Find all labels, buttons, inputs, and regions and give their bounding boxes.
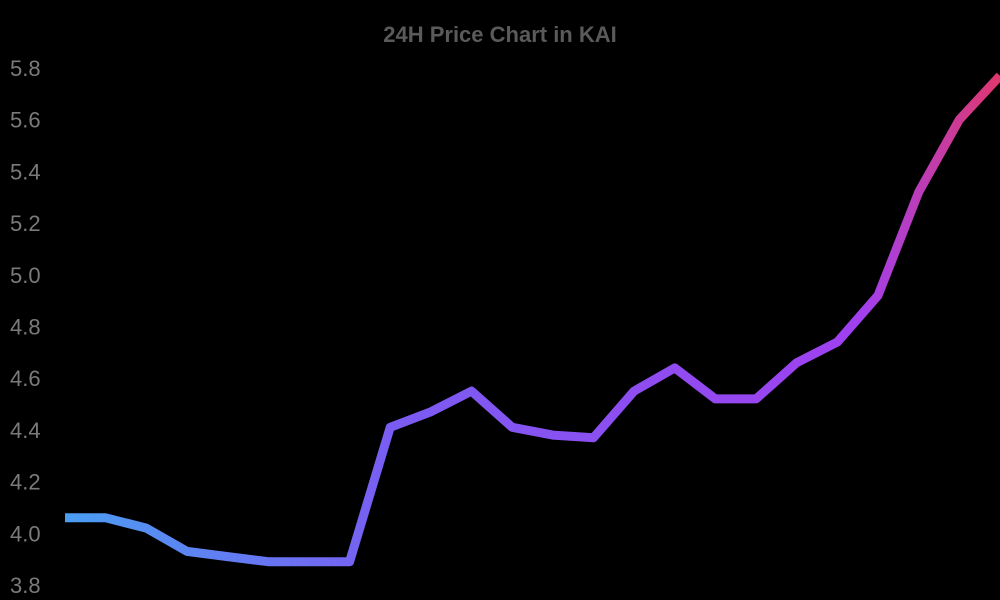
y-tick-label: 4.4 [10, 418, 41, 443]
y-tick-label: 5.8 [10, 56, 41, 81]
series-line [65, 72, 1000, 567]
y-tick-label: 4.0 [10, 521, 41, 546]
y-tick-label: 4.6 [10, 366, 41, 391]
y-tick-label: 5.4 [10, 159, 41, 184]
y-tick-label: 4.2 [10, 470, 41, 495]
chart-title: 24H Price Chart in KAI [383, 22, 617, 47]
y-tick-label: 4.8 [10, 315, 41, 340]
series-layer [65, 72, 1000, 567]
y-tick-label: 3.8 [10, 573, 41, 598]
y-tick-label: 5.2 [10, 211, 41, 236]
y-axis: 3.8 4.0 4.2 4.4 4.6 4.8 5.0 5.2 5.4 5.6 5.8 [10, 56, 41, 598]
y-tick-label: 5.6 [10, 108, 41, 133]
y-tick-label: 5.0 [10, 263, 41, 288]
